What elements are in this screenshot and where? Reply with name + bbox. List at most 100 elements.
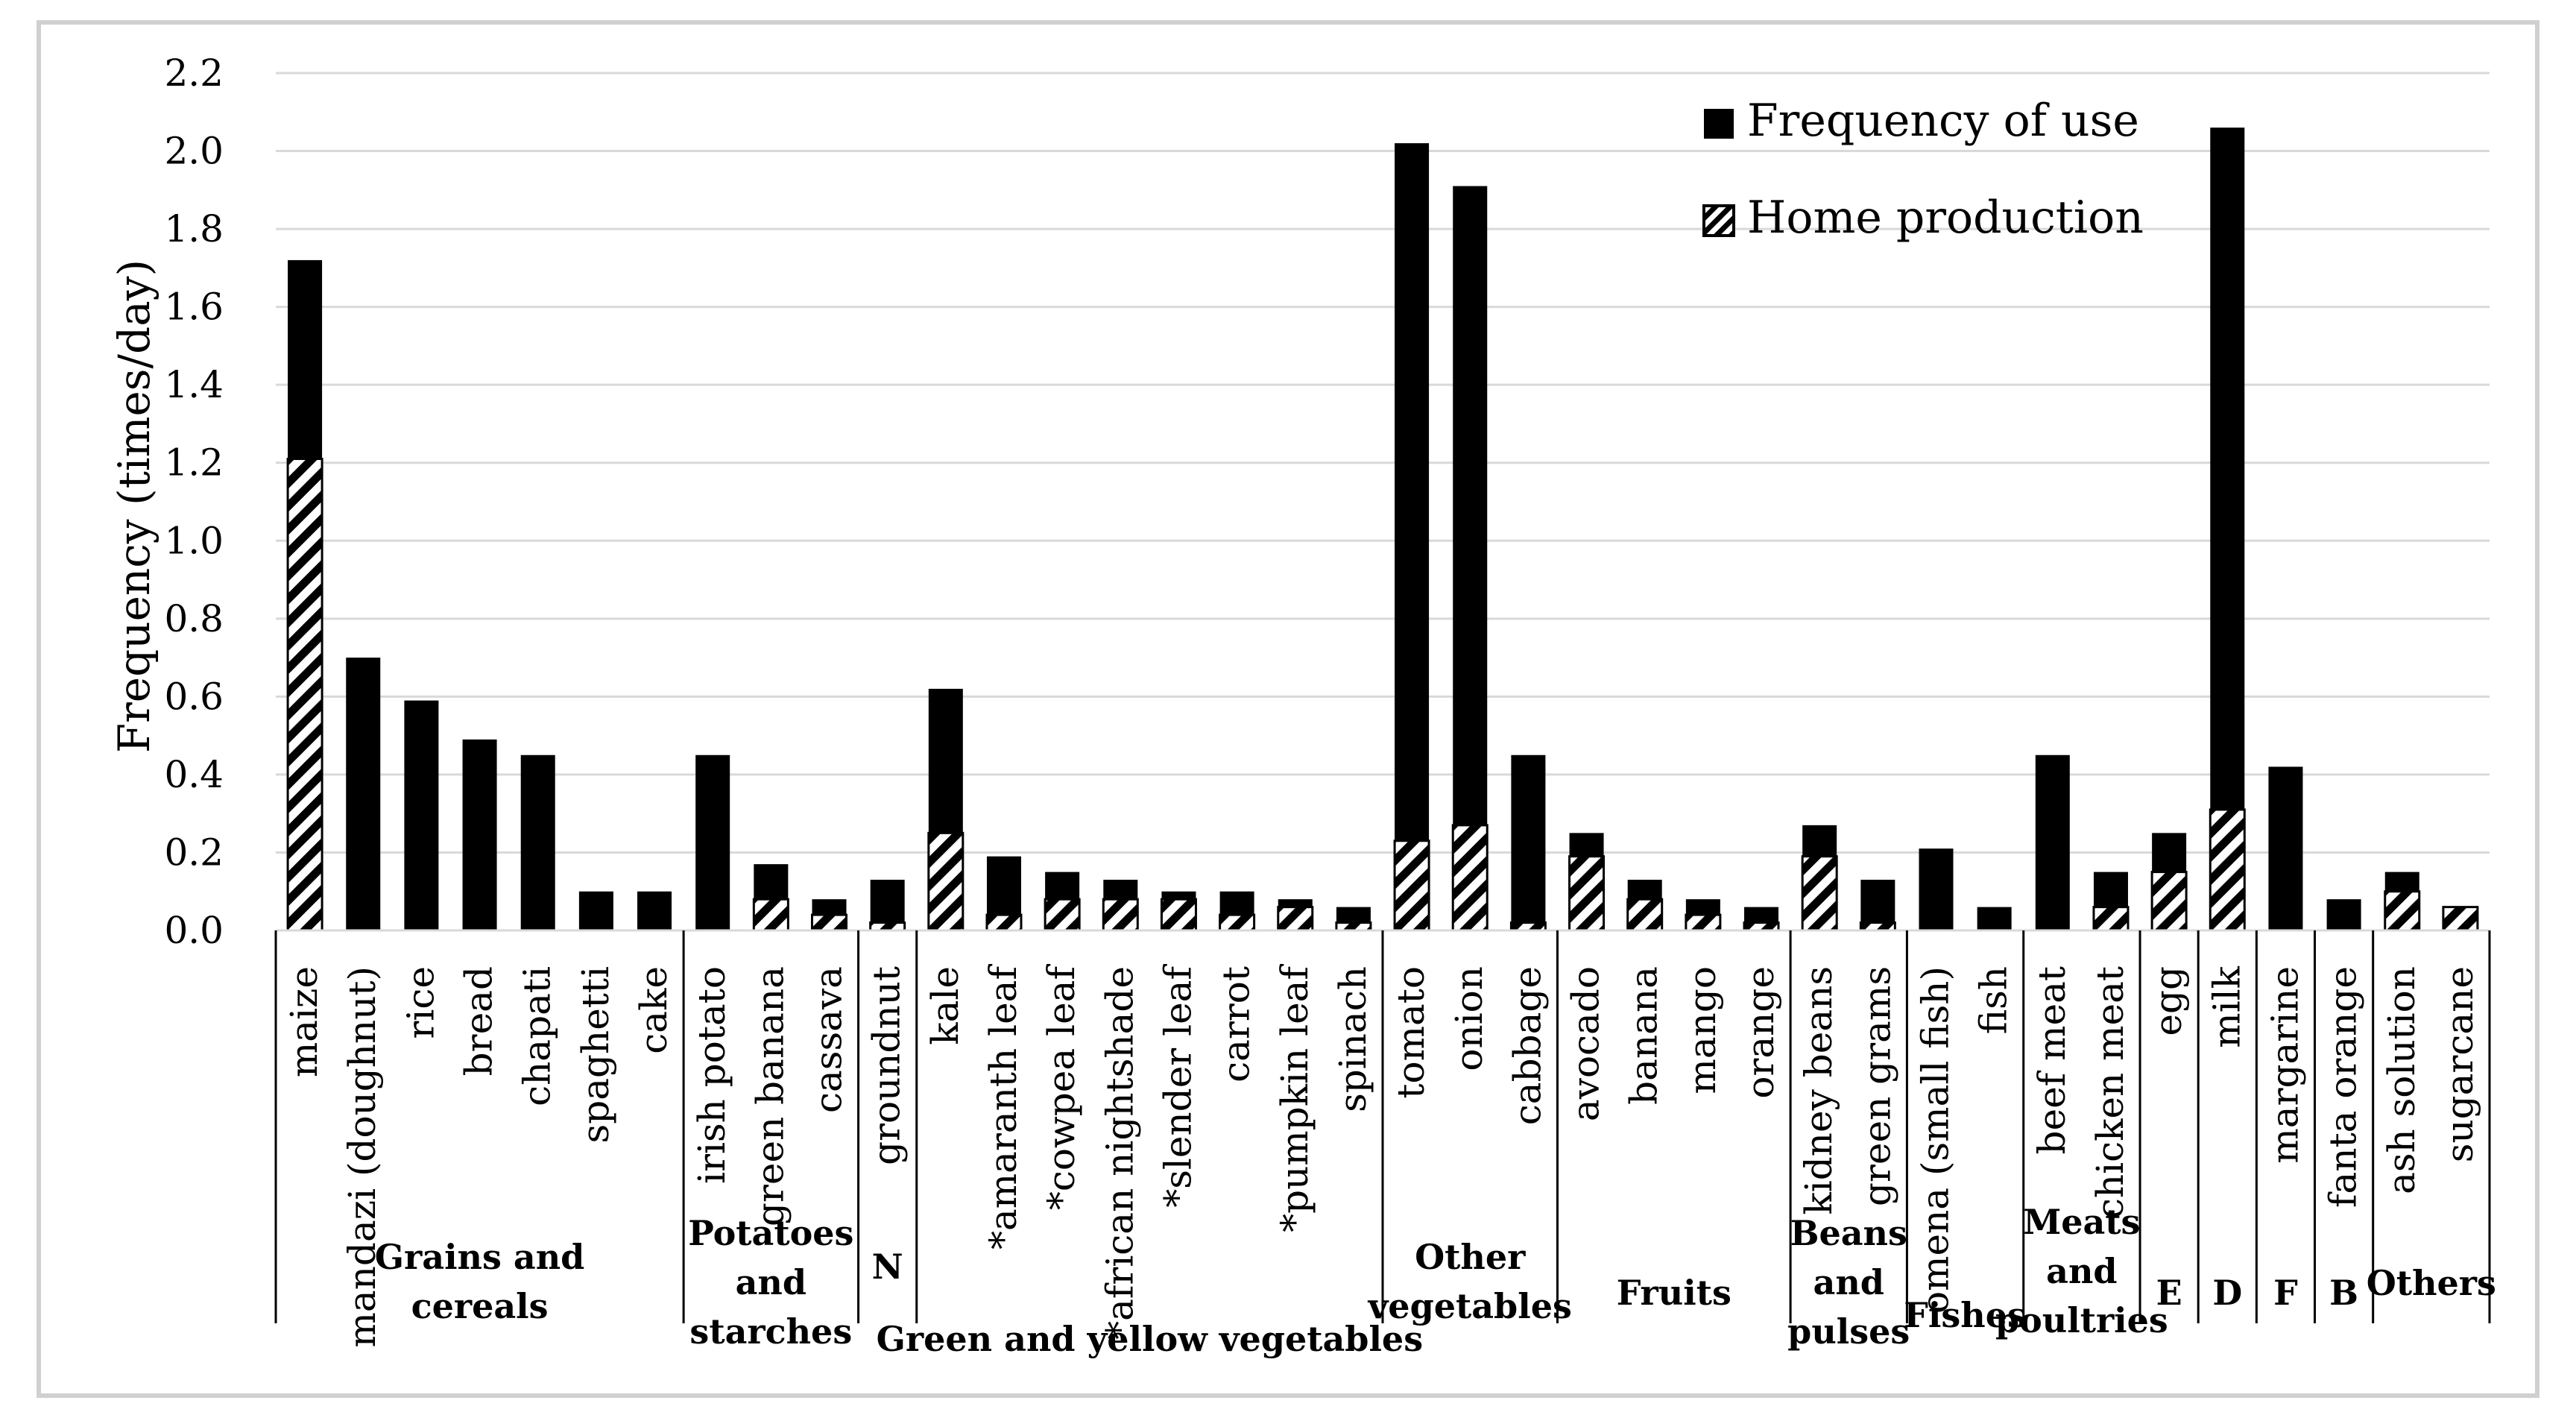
bar-home-production-banana xyxy=(1626,898,1664,932)
group-label-potatoes-and-starches: Potatoes and starches xyxy=(688,1213,853,1352)
x-tick-label-sugarcane: sugarcane xyxy=(2438,966,2481,1162)
y-axis-ticks: 0.0 0.2 0.4 0.6 0.8 1.0 1.2 1.4 1.6 1.8 2.0 2.2 xyxy=(164,51,224,952)
gridlines xyxy=(276,72,2490,932)
x-tick-label-green-banana: green banana xyxy=(748,966,792,1226)
bar-frequency-of-use-onion xyxy=(1453,186,1488,930)
bar-home-production-kale xyxy=(927,831,965,932)
legend-swatch-frequency-of-use xyxy=(1704,109,1734,139)
bar-frequency-of-use-beef-meat xyxy=(2035,754,2070,930)
bar-home-production-mango xyxy=(1685,913,1722,932)
x-tick-label-spinach: spinach xyxy=(1331,966,1374,1112)
bar-frequency-of-use-margarine xyxy=(2268,766,2303,930)
y-tick-label: 0.6 xyxy=(164,675,224,718)
x-tick-label-cake: cake xyxy=(632,966,675,1054)
x-tick-label-fanta-orange: fanta orange xyxy=(2322,966,2365,1208)
x-tick-label-maize: maize xyxy=(282,966,326,1077)
x-tick-label-fish: fish xyxy=(1972,966,2015,1034)
group-label-grains-and-cereals: Grains and cereals xyxy=(375,1237,585,1326)
bar-home-production-cabbage xyxy=(1509,921,1547,932)
y-tick-label: 0.2 xyxy=(164,831,224,874)
y-tick-label: 2.2 xyxy=(164,51,224,95)
bars xyxy=(276,127,2490,932)
x-tick-label-mango: mango xyxy=(1681,966,1724,1094)
bar-home-production-tomato xyxy=(1393,839,1430,932)
y-axis-label: Frequency (times/day) xyxy=(109,259,160,753)
bar-frequency-of-use-cake xyxy=(637,891,672,930)
group-label-n: N xyxy=(872,1247,903,1287)
bar-home-production-amaranth-leaf xyxy=(985,913,1023,932)
bar-home-production-avocado xyxy=(1568,855,1606,932)
group-label-b: B xyxy=(2329,1273,2358,1313)
x-tick-label-carrot: carrot xyxy=(1215,966,1258,1083)
y-tick-label: 0.8 xyxy=(164,597,224,640)
bar-home-production-ash-solution xyxy=(2384,890,2421,932)
bar-home-production-kidney-beans xyxy=(1801,855,1838,932)
y-tick-label: 1.6 xyxy=(164,286,224,329)
group-label-green-and-yellow-vegetables: Green and yellow vegetables xyxy=(877,1319,1423,1359)
bar-frequency-of-use-mandazi-doughnut xyxy=(346,658,381,930)
bar-frequency-of-use-fanta-orange xyxy=(2326,899,2361,930)
y-tick-label: 1.8 xyxy=(164,207,224,250)
y-tick-label: 1.2 xyxy=(164,441,224,485)
y-tick-label: 1.0 xyxy=(164,519,224,562)
bar-home-production-green-grams xyxy=(1859,921,1896,932)
x-tick-label-groundnut: groundnut xyxy=(865,966,909,1165)
y-tick-label: 0.4 xyxy=(164,753,224,796)
bar-home-production-cassava xyxy=(811,913,847,932)
bar-home-production-cowpea-leaf xyxy=(1044,898,1081,932)
bar-home-production-milk xyxy=(2209,808,2246,932)
x-tick-label-irish-potato: irish potato xyxy=(690,966,733,1184)
x-tick-label-orange: orange xyxy=(1739,966,1782,1099)
bar-home-production-maize xyxy=(286,458,323,932)
x-tick-label-chapati: chapati xyxy=(516,966,559,1106)
x-tick-label-kale: kale xyxy=(924,966,967,1045)
x-tick-label-cabbage: cabbage xyxy=(1506,966,1549,1125)
x-tick-label-cassava: cassava xyxy=(807,966,850,1113)
bar-home-production-onion xyxy=(1451,824,1489,932)
group-label-beans-and-pulses: Beans and pulses xyxy=(1787,1213,1910,1352)
bar-home-production-chicken-meat xyxy=(2092,906,2130,932)
x-axis-tick-labels: maize mandazi (doughnut) rice bread chapati s… xyxy=(282,964,2481,1348)
bar-frequency-of-use-bread xyxy=(462,739,497,930)
x-tick-label-bread: bread xyxy=(458,966,501,1076)
bar-home-production-spinach xyxy=(1335,921,1372,932)
x-tick-label-cowpea-leaf: *cowpea leaf xyxy=(1040,964,1083,1211)
x-tick-label-chicken-meat: chicken meat xyxy=(2089,966,2132,1219)
bar-frequency-of-use-cabbage xyxy=(1511,754,1546,930)
x-tick-label-milk: milk xyxy=(2205,965,2248,1047)
x-tick-label-pumpkin-leaf: *pumpkin leaf xyxy=(1273,964,1316,1232)
bar-home-production-green-banana xyxy=(752,898,789,932)
x-tick-label-margarine: margarine xyxy=(2263,966,2306,1164)
group-label-fishes: Fishes xyxy=(1904,1295,2027,1335)
group-label-other-vegetables: Other vegetables xyxy=(1368,1237,1572,1326)
y-tick-label: 1.4 xyxy=(164,363,224,406)
bar-home-production-slender-leaf xyxy=(1160,898,1197,932)
bar-home-production-orange xyxy=(1743,921,1780,932)
group-label-e: E xyxy=(2156,1273,2182,1313)
legend: Frequency of use Home production xyxy=(1702,95,2144,244)
category-groups: Grains and cereals Potatoes and starches N Gre… xyxy=(274,930,2496,1359)
bar-frequency-of-use-fish xyxy=(1977,907,2012,930)
group-label-f: F xyxy=(2273,1273,2298,1313)
x-tick-label-amaranth-leaf: *amaranth leaf xyxy=(982,964,1025,1250)
group-label-d: D xyxy=(2212,1273,2242,1313)
x-tick-label-avocado: avocado xyxy=(1565,966,1608,1121)
legend-label-home-production: Home production xyxy=(1747,192,2144,244)
bar-home-production-sugarcane xyxy=(2442,906,2479,932)
x-tick-label-african-nightshade: *african nightshade xyxy=(1098,966,1141,1340)
bar-frequency-of-use-omena-small-fish xyxy=(1919,848,1954,930)
legend-label-frequency-of-use: Frequency of use xyxy=(1747,95,2139,147)
bar-home-production-african-nightshade xyxy=(1102,898,1139,932)
x-tick-label-rice: rice xyxy=(399,966,442,1039)
bar-frequency-of-use-irish-potato xyxy=(695,754,730,930)
x-tick-label-mandazi-doughnut: mandazi (doughnut) xyxy=(341,966,384,1348)
x-tick-label-ash-solution: ash solution xyxy=(2380,966,2423,1194)
bar-home-production-carrot xyxy=(1219,913,1256,932)
bar-home-production-egg xyxy=(2150,871,2188,932)
x-tick-label-green-grams: green grams xyxy=(1855,966,1898,1206)
y-tick-label: 0.0 xyxy=(164,909,224,952)
y-tick-label: 2.0 xyxy=(164,130,224,173)
bar-frequency-of-use-rice xyxy=(404,700,439,930)
